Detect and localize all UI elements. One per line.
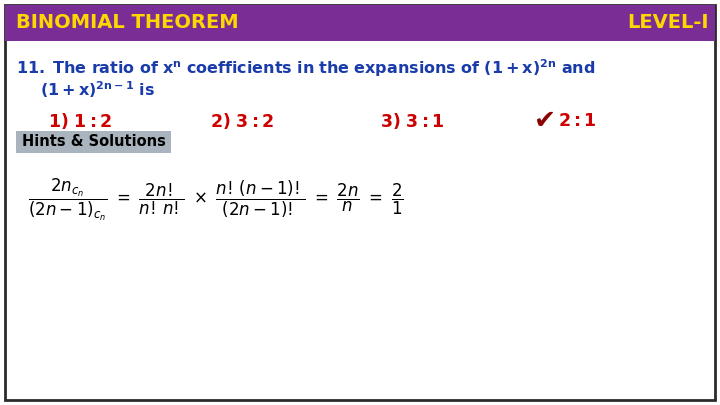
Text: $\mathbf{3)\ 3:1}$: $\mathbf{3)\ 3:1}$	[380, 111, 444, 131]
Text: BINOMIAL THEOREM: BINOMIAL THEOREM	[16, 13, 238, 32]
Bar	[16, 131, 171, 153]
Text: LEVEL-I: LEVEL-I	[628, 13, 709, 32]
Text: $\bf{(1+x)^{2n-1}\ is}$: $\bf{(1+x)^{2n-1}\ is}$	[40, 80, 155, 100]
Text: $\mathbf{2:1}$: $\mathbf{2:1}$	[558, 112, 597, 130]
Bar	[5, 5, 715, 41]
Text: $\bf{11.\ The\ ratio\ of\ x^n\ coefficients\ in\ the\ expansions\ of\ (1+x)^{2n}: $\bf{11.\ The\ ratio\ of\ x^n\ coefficie…	[16, 57, 595, 79]
Text: Hints & Solutions: Hints & Solutions	[22, 134, 166, 149]
Text: ✔: ✔	[534, 108, 556, 134]
Text: $\dfrac{2n_{c_n}}{(2n-1)_{c_n}}\ =\ \dfrac{2n!}{n!\,n!}\ \times\ \dfrac{n!\,(n-1: $\dfrac{2n_{c_n}}{(2n-1)_{c_n}}\ =\ \dfr…	[28, 177, 404, 223]
Text: $\mathbf{2)\ 3:2}$: $\mathbf{2)\ 3:2}$	[210, 111, 274, 131]
Text: $\mathbf{1)\ 1:2}$: $\mathbf{1)\ 1:2}$	[48, 111, 112, 131]
